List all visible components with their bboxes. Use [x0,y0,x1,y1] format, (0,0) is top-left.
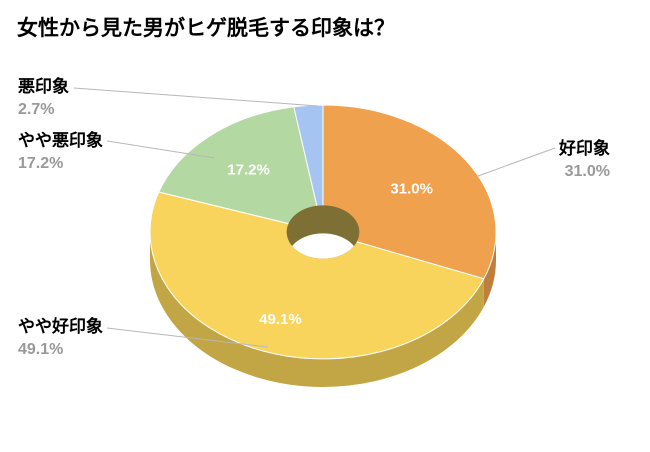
leader-line-3 [73,87,319,107]
callout-good-label: 好印象 [559,139,610,158]
callout-somewhat-bad-label: やや悪印象 [18,131,103,150]
pie-slice-1 [149,191,485,360]
chart-title: 女性から見た男がヒゲ脱毛する印象は？ [17,17,395,40]
pie-slice-side-1 [150,232,484,387]
callout-somewhat-good-label: やや好印象 [18,317,103,336]
pie-slice-side-0 [483,232,496,307]
leader-line-1 [106,327,269,348]
leader-line-2 [106,140,216,159]
leader-line-0 [477,147,556,177]
callout-somewhat-good-percent: 49.1% [18,340,64,358]
callout-bad-label: 悪印象 [18,77,69,96]
slice-inner-label-1: 49.1% [259,311,302,328]
callout-good-impression: 好印象 31.0% [559,138,610,183]
donut-hole-floor [286,233,360,259]
callout-somewhat-good-impression: やや好印象 49.1% [18,316,103,361]
callout-good-percent: 31.0% [564,162,610,180]
pie-slice-0 [322,104,497,280]
callout-somewhat-bad-impression: やや悪印象 17.2% [18,130,103,175]
callout-bad-impression: 悪印象 2.7% [18,76,69,121]
slice-inner-label-0: 31.0% [390,181,433,198]
slice-inner-label-2: 17.2% [227,161,270,178]
pie-slice-2 [158,106,324,233]
callout-bad-percent: 2.7% [18,100,55,118]
callout-somewhat-bad-percent: 17.2% [18,154,64,172]
